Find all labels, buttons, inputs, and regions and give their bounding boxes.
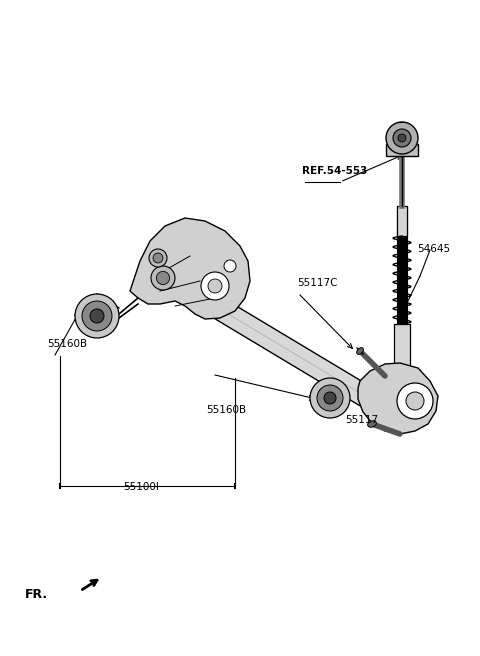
Ellipse shape xyxy=(368,420,376,427)
Polygon shape xyxy=(358,363,438,434)
Text: 54645: 54645 xyxy=(418,244,451,255)
Circle shape xyxy=(201,272,229,300)
Circle shape xyxy=(153,253,163,263)
Ellipse shape xyxy=(357,348,363,354)
Circle shape xyxy=(406,392,424,410)
Polygon shape xyxy=(130,218,250,319)
Circle shape xyxy=(208,279,222,293)
Text: 55100I: 55100I xyxy=(124,482,159,492)
Circle shape xyxy=(149,249,167,267)
Circle shape xyxy=(398,134,406,142)
Circle shape xyxy=(310,378,350,418)
Circle shape xyxy=(324,392,336,404)
FancyBboxPatch shape xyxy=(394,324,410,384)
Text: 55160B: 55160B xyxy=(206,405,247,415)
Text: 55117C: 55117C xyxy=(298,278,338,289)
Polygon shape xyxy=(209,297,391,417)
Text: FR.: FR. xyxy=(25,588,48,602)
Circle shape xyxy=(156,272,169,285)
Circle shape xyxy=(393,129,411,147)
Circle shape xyxy=(75,294,119,338)
FancyBboxPatch shape xyxy=(397,206,407,236)
FancyBboxPatch shape xyxy=(386,144,418,156)
Circle shape xyxy=(82,301,112,331)
Circle shape xyxy=(397,383,433,419)
Circle shape xyxy=(90,309,104,323)
Circle shape xyxy=(151,266,175,290)
Text: 55160B: 55160B xyxy=(47,338,87,349)
Circle shape xyxy=(386,122,418,154)
Text: REF.54-553: REF.54-553 xyxy=(302,165,368,176)
Circle shape xyxy=(317,385,343,411)
Circle shape xyxy=(224,260,236,272)
Text: 55117: 55117 xyxy=(346,415,379,425)
